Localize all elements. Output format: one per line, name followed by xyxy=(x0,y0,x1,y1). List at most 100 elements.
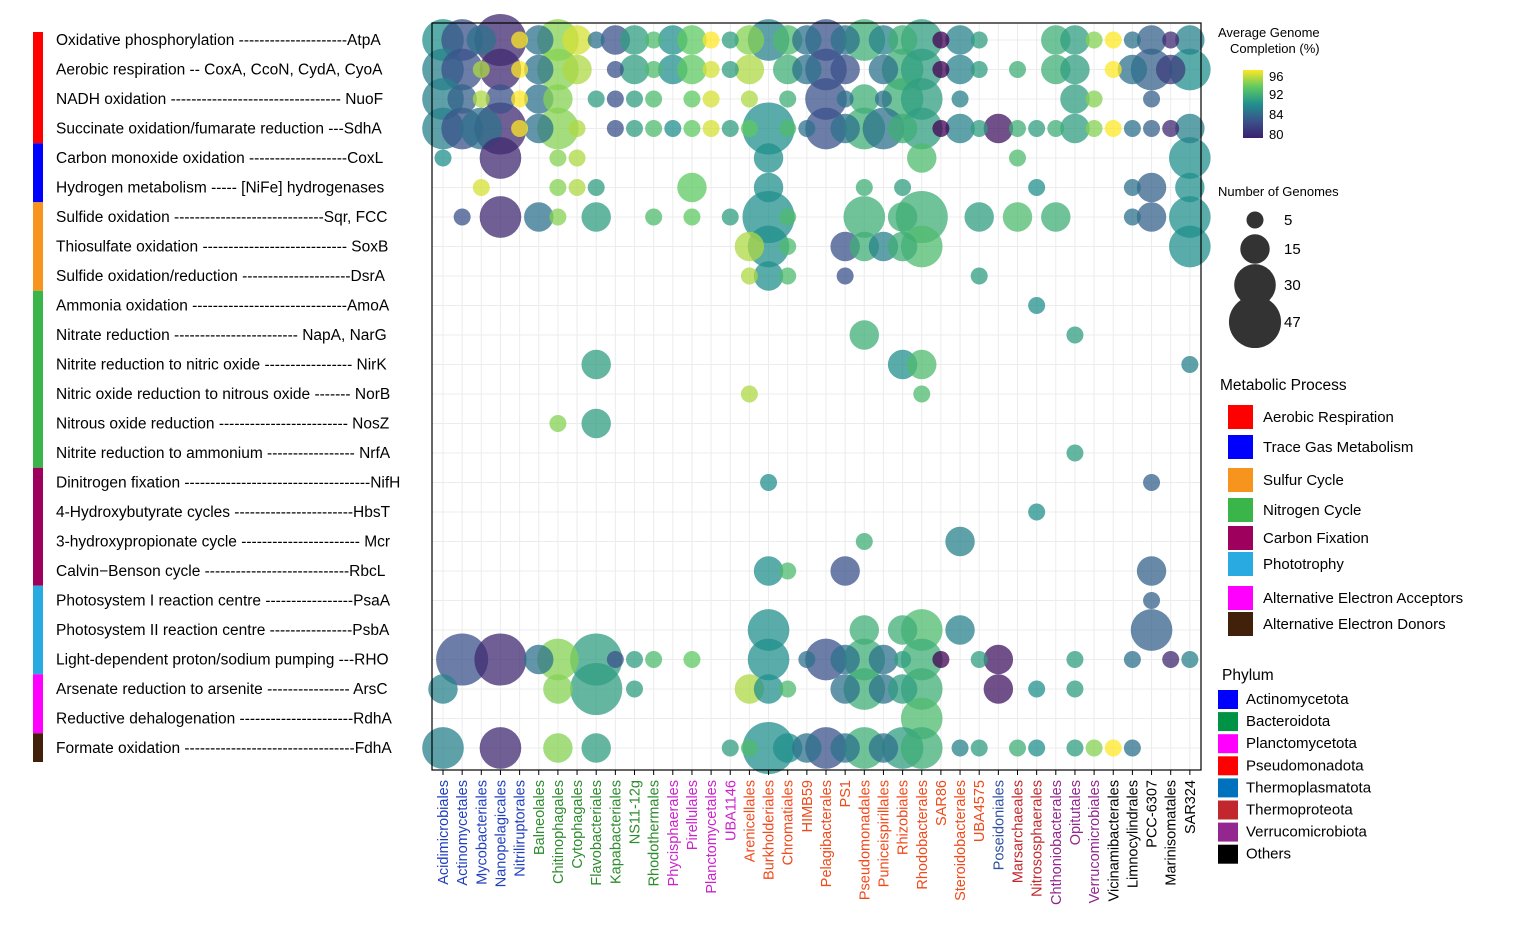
color-scale-legend: Average Genome Completion (%) 96 92 84 80 xyxy=(1218,25,1320,142)
phylum-swatch xyxy=(1218,756,1238,776)
bubble-Mycobacteriales-3 xyxy=(460,107,503,150)
bubble-PCC-6307-3 xyxy=(1143,120,1161,137)
process-label: Aerobic Respiration xyxy=(1263,409,1394,426)
bubble-SAR324-21 xyxy=(1181,651,1199,668)
bubble-Pirellulales-2 xyxy=(683,90,701,108)
color-scale-title: Average Genome xyxy=(1218,25,1320,40)
bubble-Rhizobiales-21 xyxy=(894,651,912,668)
bubble-Pseudomonadales-6 xyxy=(843,196,886,238)
row-label: Formate oxidation ----------------------… xyxy=(56,740,392,757)
row-label: Oxidative phosphorylation --------------… xyxy=(56,32,381,49)
bubble-Opitutales-24 xyxy=(1066,739,1084,757)
bubble-UBA4575-24 xyxy=(970,739,988,757)
column-label: Pseudomonadales xyxy=(857,780,873,900)
metabolic-process-legend: Metabolic Process Aerobic Respiration Tra… xyxy=(1220,377,1463,636)
bubble-Chitinophagales-2 xyxy=(543,84,573,114)
bubble-SAR86-21 xyxy=(932,651,950,668)
bubble-Arenicellales-24 xyxy=(740,739,758,757)
size-legend-label: 47 xyxy=(1284,314,1301,331)
process-bar xyxy=(33,32,43,144)
bubble-Puniceispirillales-2 xyxy=(874,90,892,108)
bubble-Chromatiales-18 xyxy=(779,562,797,580)
column-label: Steroidobacterales xyxy=(953,780,969,901)
bubble-Limnocylindrales-5 xyxy=(1123,179,1141,196)
process-swatch xyxy=(1228,552,1253,576)
bubble-Burkholderiales-8 xyxy=(753,261,784,291)
process-label: Carbon Fixation xyxy=(1263,530,1369,547)
bubble-UBA4575-1 xyxy=(970,61,988,78)
bubble-Chromatiales-2 xyxy=(779,90,797,108)
bubble-Limnocylindrales-6 xyxy=(1123,208,1141,226)
bubble-Vicinamibacterales-24 xyxy=(1104,739,1122,757)
bubble-UBA1146-1 xyxy=(721,61,739,78)
bubble-Marsarchaeales-24 xyxy=(1009,739,1026,757)
bubble-Puniceispirillales-24 xyxy=(868,733,899,763)
phylum-legend: Phylum Actinomycetota Bacteroidota Plancto… xyxy=(1218,667,1372,864)
bubble-PS1-8 xyxy=(836,267,854,285)
bubble-Burkholderiales-18 xyxy=(753,556,784,586)
bubble-Actinomycetales-6 xyxy=(453,208,471,226)
plot-area xyxy=(422,13,1211,775)
column-label: Marinisomatales xyxy=(1164,780,1180,886)
bubble-Balneolales-0 xyxy=(524,25,554,55)
bubble-Rhizobiales-7 xyxy=(887,231,918,262)
bubble-Acidimicrobiales-22 xyxy=(428,674,458,704)
bubble-Rhizobiales-0 xyxy=(887,25,918,55)
bubble-Limnocylindrales-1 xyxy=(1117,54,1148,85)
bubble-Nitriliruptorales-2 xyxy=(511,90,529,108)
bubble-Opitutales-3 xyxy=(1060,113,1090,144)
phylum-items: Actinomycetota Bacteroidota Planctomycetot… xyxy=(1218,690,1372,864)
bubble-Balneolales-21 xyxy=(524,644,554,675)
column-label: Limnocylindrales xyxy=(1125,780,1141,888)
bubble-NS11-12g-21 xyxy=(626,651,643,668)
bubble-Pirellulales-5 xyxy=(677,172,707,203)
process-color-bars xyxy=(33,32,43,762)
bubble-Chromatiales-6 xyxy=(779,208,797,226)
bubble-Arenicellales-1 xyxy=(734,54,765,85)
column-label: Verrucomicrobiales xyxy=(1087,780,1103,903)
bubble-Rhodobacterales-11 xyxy=(907,349,937,380)
bubble-Chromatiales-22 xyxy=(779,680,797,698)
bubble-Burkholderiales-5 xyxy=(753,172,784,203)
bubble-Marinisomatales-0 xyxy=(1162,31,1180,49)
bubble-Nitriliruptorales-3 xyxy=(511,120,529,137)
phylum-swatch xyxy=(1218,822,1238,842)
axis-ticks xyxy=(442,770,1191,775)
bubble-Marsarchaeales-4 xyxy=(1009,149,1026,167)
row-label: Light-dependent proton/sodium pumping --… xyxy=(56,652,389,669)
bubble-PS1-2 xyxy=(836,90,854,108)
bubble-Poseidoniales-22 xyxy=(983,674,1014,704)
column-label: Chromatiales xyxy=(781,780,797,865)
bubble-PCC-6307-6 xyxy=(1136,202,1167,232)
bubble-PS1-24 xyxy=(830,733,860,763)
bubble-NS11-12g-1 xyxy=(619,54,650,85)
bubble-Nitrososphaerales-9 xyxy=(1028,297,1046,314)
bubble-Nanopelagicales-6 xyxy=(479,196,522,238)
bubble-Chthoniobacterales-6 xyxy=(1041,202,1071,232)
row-label: Sulfide oxidation ----------------------… xyxy=(56,209,387,226)
bubble-Actinomycetales-2 xyxy=(447,84,477,114)
bubble-Nanopelagicales-1 xyxy=(479,48,522,91)
bubble-Limnocylindrales-21 xyxy=(1123,651,1141,668)
size-legend-items: 5 15 30 47 xyxy=(1228,211,1301,349)
bubble-Rhizobiales-20 xyxy=(887,615,918,645)
bubble-Limnocylindrales-3 xyxy=(1123,120,1141,137)
column-label: Pelagibacterales xyxy=(819,780,835,887)
bubble-Mycobacteriales-2 xyxy=(472,90,490,108)
bubble-Mycobacteriales-1 xyxy=(472,61,490,78)
column-label: UBA1146 xyxy=(723,780,739,841)
bubble-Actinomycetales-1 xyxy=(441,48,483,91)
bubble-Marsarchaeales-6 xyxy=(1002,202,1033,232)
bubble-SAR86-0 xyxy=(932,31,950,49)
phylum-label: Thermoproteota xyxy=(1246,802,1353,819)
column-label: Chthoniobacterales xyxy=(1049,780,1065,905)
row-label: Calvin−Benson cycle --------------------… xyxy=(56,563,386,580)
bubble-Nitrososphaerales-24 xyxy=(1028,739,1046,757)
bubble-PCC-6307-19 xyxy=(1143,592,1161,609)
bubble-PS1-21 xyxy=(830,644,860,675)
column-label: Nitriliruptorales xyxy=(513,780,529,877)
bubble-Nanopelagicales-2 xyxy=(485,84,516,114)
bubble-PS1-22 xyxy=(830,674,860,704)
bubble-Rhodobacterales-12 xyxy=(913,385,931,403)
bubble-Pirellulales-1 xyxy=(677,54,707,85)
